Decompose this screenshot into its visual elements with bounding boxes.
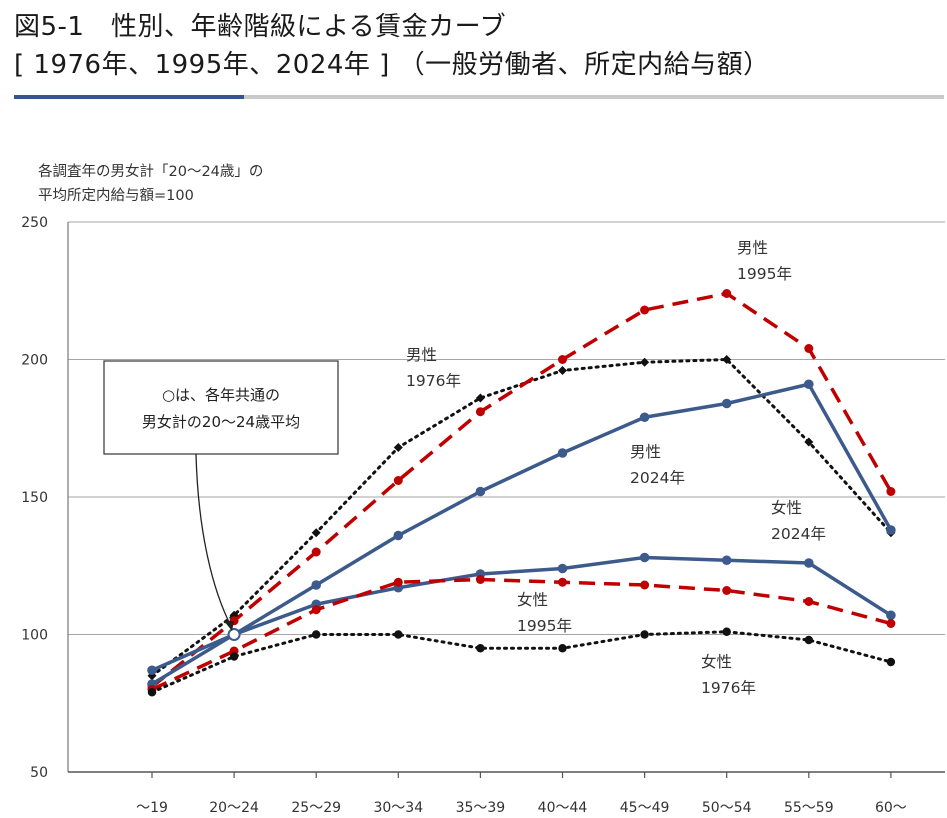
series-label-f2024: 2024年 (771, 525, 826, 543)
data-point-m1995 (311, 547, 321, 557)
series-label-m1995: 1995年 (737, 265, 792, 283)
data-point-f1976 (640, 630, 649, 639)
y-tick-label: 150 (21, 490, 48, 506)
data-point-f1995 (722, 586, 732, 595)
series-label-m1976: 1976年 (406, 372, 461, 390)
series-line-f2024 (151, 555, 892, 686)
series-label-f1995: 1995年 (517, 617, 572, 635)
data-point-m1995 (393, 476, 403, 485)
data-point-m1995 (640, 305, 650, 315)
data-point-m1976 (558, 366, 567, 375)
data-point-m1995 (475, 407, 485, 417)
y-tick-label: 100 (21, 628, 48, 644)
data-point-m2024 (475, 486, 486, 497)
x-tick-label: ～19 (136, 800, 168, 816)
data-point-f1995 (311, 605, 321, 615)
series-label-m2024: 男性 (630, 443, 661, 461)
annotation-arrowhead (224, 621, 234, 631)
x-tick-label: 35～39 (456, 800, 506, 816)
data-point-f1976 (804, 635, 813, 645)
x-tick-label: 25～29 (291, 800, 341, 816)
x-tick-label: 20～24 (209, 800, 259, 816)
series-line-m1995 (150, 291, 893, 689)
x-tick-label: 30～34 (373, 800, 423, 816)
x-tick-label: 45～49 (620, 800, 670, 816)
data-point-f1976 (394, 630, 403, 639)
y-tick-label: 250 (21, 215, 48, 231)
data-point-f1995 (640, 580, 650, 590)
x-tick-label: 40～44 (538, 800, 588, 816)
data-point-f1995 (558, 577, 567, 587)
data-point-f2024 (804, 558, 814, 568)
series-line-m2024 (151, 382, 893, 672)
data-point-f1976 (722, 627, 731, 636)
data-point-m2024 (721, 398, 732, 409)
data-point-f1976 (476, 644, 485, 653)
x-tick-label: 50～54 (702, 800, 752, 816)
annotation-text: ○は、各年共通の (162, 386, 280, 404)
title-underline (244, 95, 944, 99)
y-tick-label: 200 (21, 353, 48, 369)
data-point-m1976 (722, 355, 732, 364)
data-point-m2024 (886, 525, 896, 535)
data-point-f2024 (886, 610, 896, 621)
series-label-f1976: 女性 (701, 652, 732, 671)
data-point-f1976 (312, 630, 321, 639)
data-point-f1995 (804, 597, 814, 606)
data-point-m1976 (311, 528, 321, 538)
data-point-m2024 (147, 665, 157, 676)
data-point-m2024 (557, 448, 568, 458)
title-underline-accent (14, 95, 244, 99)
data-point-m2024 (639, 412, 650, 423)
data-point-f2024 (721, 555, 732, 566)
data-point-f1995 (475, 575, 485, 584)
data-point-f1976 (229, 652, 239, 661)
x-tick-label: 55～59 (784, 800, 834, 816)
data-point-m1976 (475, 393, 485, 403)
series-line-f1976 (150, 630, 893, 694)
data-point-m2024 (393, 530, 404, 541)
data-point-f1995 (393, 577, 403, 587)
data-point-m1976 (804, 437, 814, 447)
y-tick-label: 50 (30, 765, 48, 781)
series-label-m2024: 2024年 (630, 469, 685, 487)
data-point-f1995 (886, 619, 896, 628)
data-point-f1976 (886, 657, 896, 667)
common-point-marker (227, 628, 241, 641)
series-label-m1995: 男性 (737, 239, 768, 257)
series-line-f1995 (151, 577, 892, 692)
data-point-f2024 (557, 563, 568, 574)
annotation-arrow (195, 453, 233, 629)
series-label-m1976: 男性 (406, 346, 437, 364)
series-label-f1995: 女性 (517, 590, 548, 609)
data-point-m1976 (640, 357, 650, 367)
data-point-m1995 (886, 487, 896, 496)
data-point-m1976 (393, 443, 403, 452)
data-point-f1976 (558, 644, 567, 653)
annotation-box (103, 360, 339, 455)
chart-subtitle: [ 1976年、1995年、2024年 ] （一般労働者、所定内給与額） (14, 50, 770, 80)
annotation-text: 男女計の20～24歳平均 (142, 413, 300, 431)
data-point-m2024 (804, 379, 814, 390)
data-point-m1995 (558, 355, 567, 364)
series-label-f2024: 女性 (771, 498, 802, 517)
data-point-f2024 (639, 552, 650, 563)
data-point-m1995 (804, 344, 814, 353)
y-axis-label-line2: 平均所定内給与額=100 (38, 188, 194, 204)
x-tick-label: 60～ (875, 800, 907, 816)
data-point-f1976 (147, 688, 157, 697)
series-label-f1976: 1976年 (701, 679, 756, 697)
data-point-m2024 (311, 580, 322, 590)
y-axis-label-line1: 各調査年の男女計「20～24歳」の (38, 164, 264, 180)
data-point-m1995 (722, 289, 732, 298)
chart-title: 図5-1 性別、年齢階級による賃金カーブ (14, 12, 507, 42)
